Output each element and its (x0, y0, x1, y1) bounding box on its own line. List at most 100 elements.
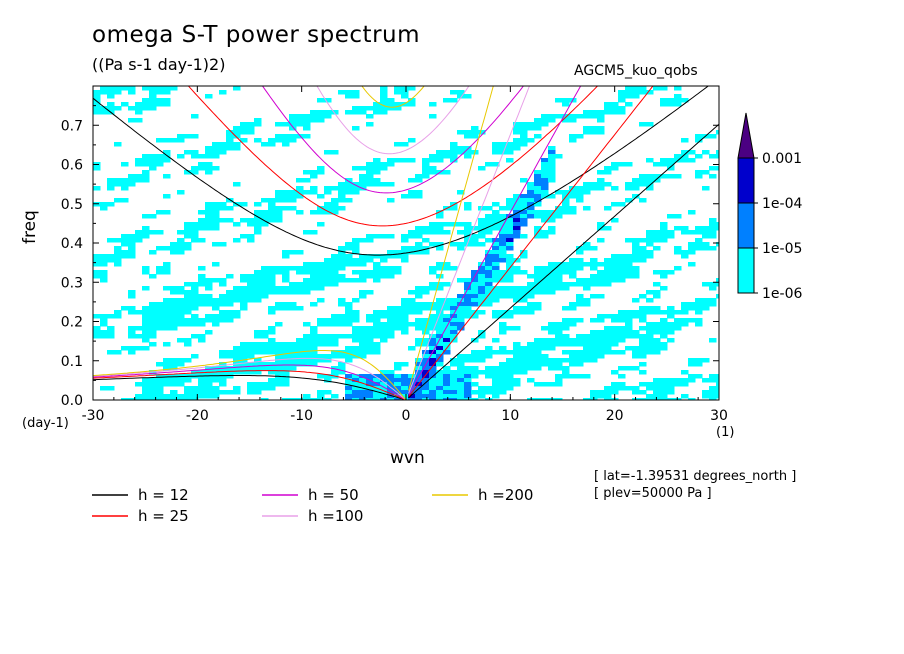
power-cell (695, 242, 703, 247)
power-cell (450, 150, 458, 155)
power-cell (625, 186, 633, 191)
power-cell (653, 390, 661, 395)
power-cell (618, 326, 626, 331)
power-cell (548, 338, 556, 343)
power-cell (499, 226, 507, 231)
power-cell (275, 206, 283, 211)
power-cell (625, 238, 633, 243)
power-cell (464, 386, 472, 391)
power-cell (646, 122, 654, 127)
power-cell (408, 394, 416, 399)
power-cell (198, 382, 206, 387)
power-cell (569, 302, 577, 307)
power-cell (240, 302, 248, 307)
power-cell (184, 390, 192, 395)
power-cell (688, 362, 696, 367)
power-cell (681, 150, 689, 155)
power-cell (338, 262, 346, 267)
power-cell (352, 374, 360, 379)
power-cell (555, 270, 563, 275)
power-cell (317, 278, 325, 283)
power-cell (184, 322, 192, 327)
power-cell (541, 266, 549, 271)
power-cell (177, 246, 185, 251)
power-cell (331, 278, 339, 283)
power-cell (681, 138, 689, 143)
power-cell (282, 378, 290, 383)
power-cell (471, 126, 479, 131)
power-cell (191, 166, 199, 171)
power-cell (184, 318, 192, 323)
power-cell (492, 314, 500, 319)
power-cell (401, 314, 409, 319)
power-cell (450, 242, 458, 247)
power-cell (359, 110, 367, 115)
power-cell (639, 258, 647, 263)
power-cell (121, 242, 129, 247)
power-cell (275, 302, 283, 307)
power-cell (660, 174, 668, 179)
power-cell (562, 118, 570, 123)
power-cell (639, 122, 647, 127)
power-cell (191, 322, 199, 327)
power-cell (583, 182, 591, 187)
power-cell (520, 142, 528, 147)
power-cell (604, 394, 612, 399)
power-cell (576, 294, 584, 299)
power-cell (436, 298, 444, 303)
y-tick-label: 0.4 (61, 236, 83, 252)
power-cell (618, 386, 626, 391)
power-cell (443, 382, 451, 387)
power-cell (93, 330, 101, 335)
power-cell (149, 98, 157, 103)
power-cell (331, 342, 339, 347)
power-cell (611, 326, 619, 331)
power-cell (436, 246, 444, 251)
power-cell (107, 106, 115, 111)
power-cell (485, 286, 493, 291)
power-cell (569, 318, 577, 323)
power-cell (359, 258, 367, 263)
power-cell (93, 262, 101, 267)
power-cell (282, 362, 290, 367)
latitude-note: [ lat=-1.39531 degrees_north ] (594, 469, 797, 484)
power-cell (324, 110, 332, 115)
power-cell (338, 298, 346, 303)
power-cell (464, 150, 472, 155)
power-cell (184, 358, 192, 363)
power-cell (359, 254, 367, 259)
power-cell (457, 90, 465, 95)
power-cell (408, 190, 416, 195)
colorbar-segment (737, 157, 755, 204)
x-axis-unit: (1) (716, 425, 735, 440)
x-tick-label: 10 (501, 408, 519, 424)
power-cell (205, 390, 213, 395)
power-cell (184, 394, 192, 399)
power-cell (128, 350, 136, 355)
power-cell (345, 198, 353, 203)
power-cell (492, 366, 500, 371)
power-cell (457, 322, 465, 327)
power-cell (716, 222, 719, 227)
power-cell (646, 326, 654, 331)
power-cell (163, 194, 171, 199)
power-cell (464, 314, 472, 319)
power-cell (212, 322, 220, 327)
power-cell (156, 230, 164, 235)
y-axis-unit: (day-1) (22, 416, 69, 431)
power-cell (177, 298, 185, 303)
power-cell (275, 362, 283, 367)
power-cell (275, 378, 283, 383)
power-cell (639, 254, 647, 259)
power-cell (499, 150, 507, 155)
power-cell (149, 394, 157, 399)
power-cell (156, 162, 164, 167)
power-cell (198, 266, 206, 271)
power-cell (492, 386, 500, 391)
power-cell (548, 266, 556, 271)
power-cell (702, 358, 710, 363)
power-cell (520, 270, 528, 275)
power-cell (443, 306, 451, 311)
power-cell (499, 146, 507, 151)
